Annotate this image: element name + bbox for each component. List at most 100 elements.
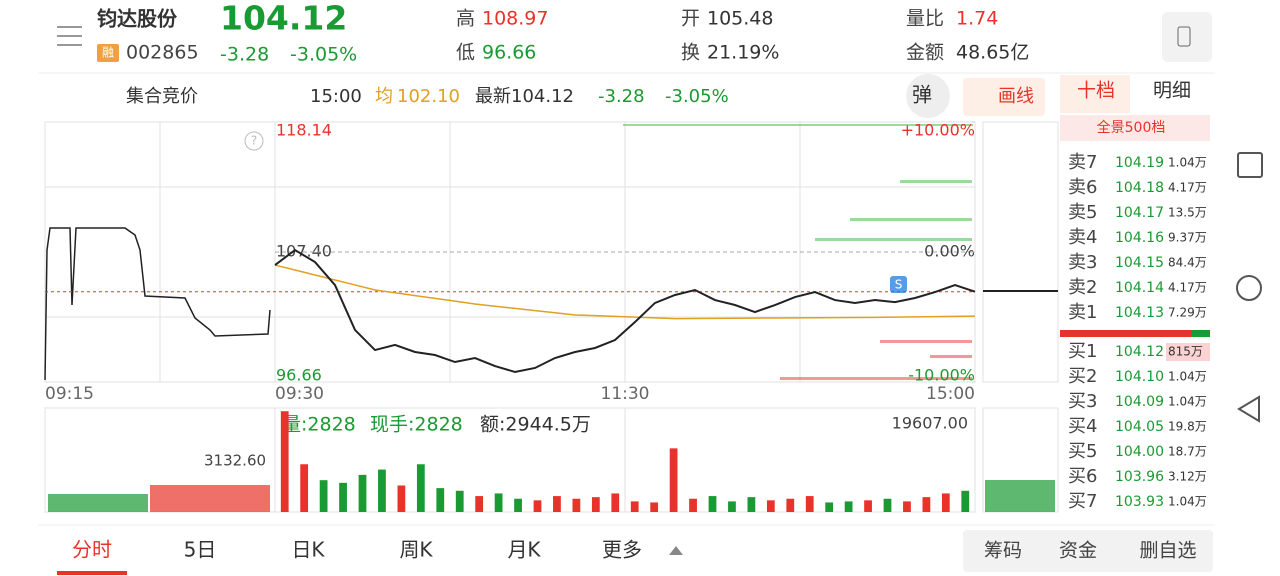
avg: 102.10 [397, 86, 460, 107]
x-tick-label: 09:30 [275, 384, 324, 404]
book-vol: 1.04万 [1168, 156, 1207, 170]
book-vol: 7.29万 [1168, 306, 1207, 320]
book-vol: 18.7万 [1168, 445, 1207, 459]
ratio-bar [1192, 330, 1210, 337]
volume-bar [553, 496, 561, 512]
volume-bar [961, 490, 970, 512]
book-vol: 3.12万 [1168, 470, 1207, 484]
book-vol: 4.17万 [1168, 181, 1207, 195]
volume-bar [533, 500, 542, 512]
change: -3.28 [220, 44, 269, 66]
badge-bg [97, 44, 119, 62]
volume-bar [650, 502, 659, 512]
price: 104.12 [220, 0, 347, 38]
tab[interactable]: 5日 [184, 538, 217, 562]
book-label: 买3 [1068, 391, 1097, 412]
pre-volume [48, 480, 1055, 512]
book-label: 卖5 [1068, 202, 1097, 223]
full-bg[interactable] [1060, 115, 1210, 141]
action[interactable]: 筹码 [984, 540, 1022, 562]
value: 21.19% [707, 42, 779, 64]
tab[interactable]: 月K [507, 538, 541, 562]
book-price: 104.19 [1115, 155, 1164, 171]
book-vol: 815万 [1168, 345, 1203, 359]
vol-text: 额:2944.5万 [480, 414, 591, 436]
book-price: 103.93 [1115, 494, 1164, 510]
volume-bar [319, 480, 328, 512]
avg-label: 均 [375, 86, 393, 107]
tab[interactable]: 日K [291, 538, 325, 562]
book-price: 104.05 [1115, 419, 1164, 435]
actions-bg [963, 530, 1213, 572]
nav-recent[interactable] [1237, 152, 1263, 178]
book-vol: 19.8万 [1168, 420, 1207, 434]
tab[interactable]: 分时 [72, 538, 112, 562]
volume-bar [339, 482, 347, 512]
book-vol: 1.04万 [1168, 495, 1207, 509]
volume-bar [378, 469, 386, 512]
book-price: 104.00 [1115, 444, 1164, 460]
pop-button[interactable] [906, 74, 950, 118]
change-pct: -3.05% [290, 44, 357, 66]
volume-bar [766, 500, 775, 512]
ratio-bar [1060, 330, 1192, 337]
book-label: 买7 [1068, 491, 1097, 512]
volume-bar [941, 493, 950, 512]
draw-button[interactable] [963, 78, 1045, 116]
label: 量比 [906, 8, 944, 30]
s-marker[interactable] [890, 276, 907, 293]
nav-back[interactable] [1237, 395, 1260, 423]
label: 换 [681, 42, 700, 64]
book-price: 104.16 [1115, 230, 1164, 246]
book-label: 买1 [1068, 341, 1097, 362]
volume-bar [864, 500, 872, 512]
book-price: 104.12 [1115, 344, 1164, 360]
time: 15:00 [310, 86, 362, 107]
book-price: 104.09 [1115, 394, 1164, 410]
y-tick-label: 118.14 [276, 121, 332, 140]
book-price: 104.15 [1115, 255, 1164, 271]
tab[interactable]: 更多 [602, 538, 642, 562]
full-depth[interactable]: 全景500档 [1097, 119, 1166, 136]
volume-bar [416, 464, 425, 512]
book-label: 卖4 [1068, 227, 1097, 248]
menu-icon[interactable] [57, 26, 82, 46]
device-button[interactable] [1162, 12, 1212, 62]
tab-bg [1060, 75, 1130, 113]
book-label: 买4 [1068, 416, 1097, 437]
more-arrow[interactable] [669, 546, 683, 555]
book-label: 买5 [1068, 441, 1097, 462]
value: 105.48 [707, 8, 773, 30]
vol-highlight [1166, 343, 1210, 361]
book-label: 卖1 [1068, 302, 1097, 323]
book-tab[interactable]: 明细 [1153, 80, 1191, 102]
action[interactable]: 资金 [1059, 540, 1097, 562]
book-price: 104.10 [1115, 369, 1164, 385]
action[interactable]: 删自选 [1139, 540, 1196, 562]
book-vol: 13.5万 [1168, 206, 1207, 220]
actions: 筹码 资金 删自选 [984, 540, 1197, 562]
y-tick-label: 96.66 [276, 366, 322, 385]
value: 48.65亿 [956, 42, 1029, 64]
series-line [274, 248, 976, 373]
x-tick-label: 15:00 [926, 384, 975, 404]
book-tab[interactable]: 十档 [1077, 80, 1115, 102]
nav-home[interactable] [1236, 275, 1262, 301]
volume-bar [669, 448, 678, 512]
vol-text: 量:2828 [282, 414, 356, 436]
vol-text: 现手:2828 [370, 414, 463, 436]
volume-bar [708, 496, 717, 512]
help-icon[interactable] [244, 131, 264, 151]
book-vol: 84.4万 [1168, 256, 1207, 270]
x-tick-label: 11:30 [601, 384, 650, 404]
volume-bar [844, 501, 853, 512]
auction: 集合竞价 [126, 86, 198, 107]
volume-bar [786, 498, 795, 512]
tab[interactable]: 周K [399, 538, 433, 562]
book-label: 卖7 [1068, 152, 1097, 173]
volume-bar [397, 485, 406, 512]
value: 108.97 [482, 8, 548, 30]
volume-bar [358, 474, 367, 512]
change-pct: -3.05% [665, 86, 729, 107]
label: 金额 [906, 42, 944, 64]
